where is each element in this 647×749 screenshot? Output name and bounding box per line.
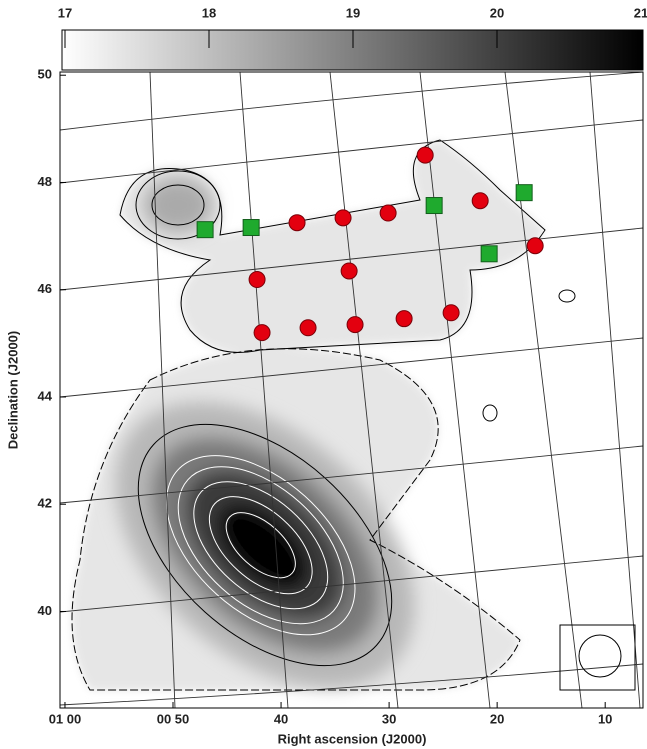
y-tick-label: 46	[38, 281, 52, 296]
x-tick-label: 01 00	[49, 711, 82, 726]
pointing-square	[197, 222, 213, 238]
pointing-circle	[472, 193, 488, 209]
pointing-circle	[527, 238, 543, 254]
pointing-circle	[341, 263, 357, 279]
pointing-circle	[300, 320, 316, 336]
pointing-circle	[249, 272, 265, 288]
y-tick-label: 42	[38, 496, 52, 511]
x-tick-label: 20	[490, 711, 504, 726]
pointing-circle	[254, 325, 270, 341]
pointing-circle	[417, 147, 433, 163]
y-tick-label: 40	[38, 603, 52, 618]
pointing-square	[243, 220, 259, 236]
colorbar-tick-label: 19	[346, 5, 360, 20]
pointing-circle	[396, 311, 412, 327]
x-tick-label: 40	[274, 711, 288, 726]
y-axis-title: Declination (J2000)	[5, 331, 20, 450]
y-tick-label: 48	[38, 174, 52, 189]
page: Declination (J2000) Right ascension (J20…	[0, 0, 647, 749]
x-tick-label: 00 50	[157, 711, 190, 726]
pointing-circle	[380, 205, 396, 221]
x-axis-title: Right ascension (J2000)	[278, 731, 427, 746]
colorbar-tick-label: 17	[58, 5, 72, 20]
pointing-square	[516, 185, 532, 201]
y-tick-label: 44	[38, 388, 53, 403]
y-tick-label: 50	[38, 67, 52, 82]
pointing-square	[481, 246, 497, 262]
pointing-circle	[443, 305, 459, 321]
x-tick-label: 10	[598, 711, 612, 726]
pointing-square	[426, 198, 442, 214]
colorbar-tick-label: 21	[634, 5, 647, 20]
map-image	[60, 72, 643, 744]
colorbar-tick-label: 20	[490, 5, 504, 20]
pointing-circle	[335, 210, 351, 226]
pointing-circle	[289, 215, 305, 231]
colorbar-tick-label: 18	[202, 5, 216, 20]
chart: Declination (J2000) Right ascension (J20…	[0, 0, 647, 749]
pointing-circle	[347, 317, 363, 333]
x-tick-label: 30	[382, 711, 396, 726]
